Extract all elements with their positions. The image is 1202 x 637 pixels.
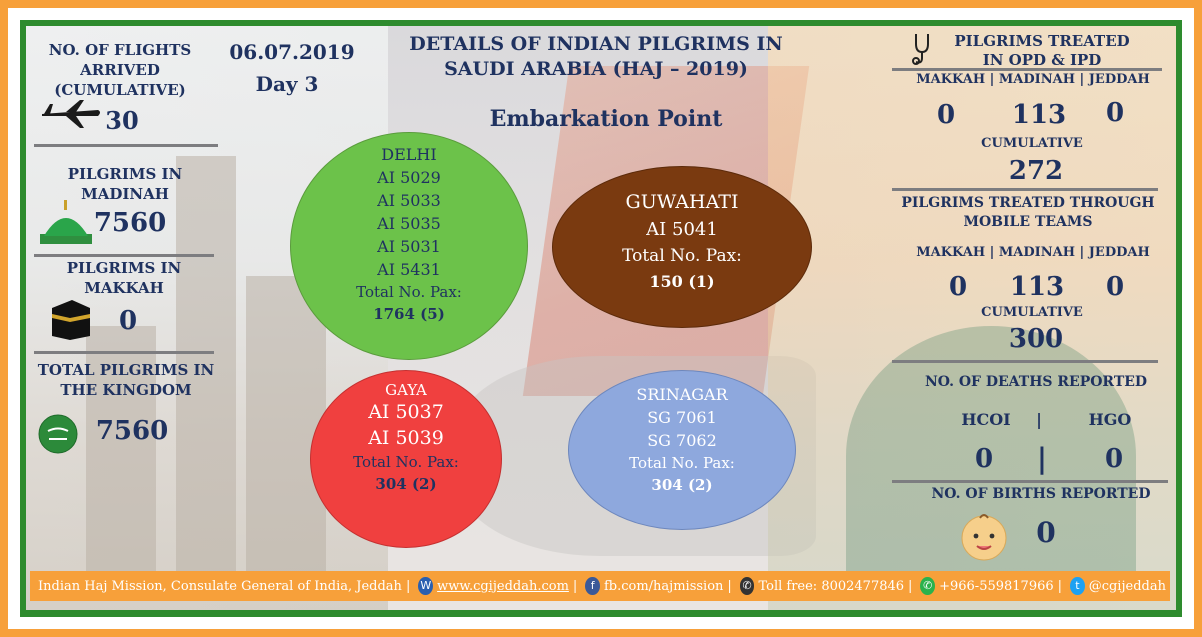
footer-separator: | — [572, 578, 578, 594]
opd-madinah-value: 113 — [1011, 100, 1067, 130]
madinah-value: 7560 — [93, 208, 167, 238]
births-title: NO. OF BIRTHS REPORTED — [931, 486, 1151, 502]
embarkation-heading: Embarkation Point — [489, 106, 723, 132]
makkah-value: 0 — [118, 306, 138, 336]
deaths-hcoi-value: 0 — [974, 444, 994, 474]
delhi-flight: AI 5031 — [377, 237, 441, 256]
madinah-label: PILGRIMS IN MADINAH — [67, 165, 183, 203]
background-madinah-mosque — [768, 26, 1176, 610]
tollfree-number: Toll free: 8002477846 — [758, 578, 905, 594]
delhi-flight: AI 5035 — [377, 214, 441, 233]
website-link[interactable]: www.cgijeddah.com — [437, 578, 569, 594]
mobile-columns: MAKKAH | MADINAH | JEDDAH — [916, 245, 1150, 260]
gaya-total-pax: 304 (2) — [375, 475, 437, 493]
report-day: Day 3 — [255, 72, 319, 96]
page-title: DETAILS OF INDIAN PILGRIMS IN SAUDI ARAB… — [409, 33, 783, 80]
gaya-total-label: Total No. Pax: — [353, 453, 459, 471]
deaths-hcoi-label: HCOI — [961, 410, 1011, 429]
srinagar-bubble: SRINAGAR SG 7061 SG 7062 Total No. Pax: … — [568, 370, 796, 530]
srinagar-flight: SG 7061 — [647, 408, 717, 427]
divider — [34, 144, 218, 147]
saudi-flag-icon — [38, 414, 78, 454]
facebook-icon: f — [585, 577, 600, 595]
srinagar-total-label: Total No. Pax: — [629, 454, 735, 472]
divider — [892, 360, 1158, 363]
divider — [892, 68, 1162, 71]
mobile-makkah-value: 0 — [948, 272, 968, 302]
whatsapp-icon: ✆ — [920, 577, 936, 595]
footer-separator: | — [908, 578, 913, 594]
kaaba-icon — [52, 300, 90, 340]
infographic-canvas: NO. OF FLIGHTS ARRIVED (CUMULATIVE) 30 P… — [26, 26, 1176, 610]
divider — [892, 188, 1158, 191]
mobile-title: PILGRIMS TREATED THROUGH MOBILE TEAMS — [901, 195, 1155, 230]
web-icon: W — [418, 577, 434, 595]
footer-org: Indian Haj Mission, Consulate General of… — [38, 578, 411, 594]
footer-separator: | — [1057, 578, 1063, 594]
opd-jeddah-value: 0 — [1105, 98, 1125, 128]
births-value: 0 — [1036, 516, 1056, 549]
divider — [34, 351, 214, 354]
delhi-bubble: DELHI AI 5029 AI 5033 AI 5035 AI 5031 AI… — [290, 132, 528, 360]
guwahati-total-label: Total No. Pax: — [622, 246, 742, 266]
green-dome-icon — [40, 200, 92, 244]
gaya-flight: AI 5039 — [368, 427, 444, 449]
facebook-link[interactable]: fb.com/hajmission — [603, 578, 724, 594]
deaths-hgo-value: 0 — [1104, 444, 1124, 474]
kingdom-value: 7560 — [95, 416, 169, 446]
srinagar-total-pax: 304 (2) — [651, 476, 713, 494]
background-building — [86, 326, 156, 596]
guwahati-bubble: GUWAHATI AI 5041 Total No. Pax: 150 (1) — [552, 166, 812, 328]
mobile-cumulative-label: CUMULATIVE — [981, 305, 1083, 320]
airplane-icon — [42, 100, 100, 128]
delhi-flight: AI 5431 — [377, 260, 441, 279]
deaths-value-separator: | — [1036, 442, 1048, 475]
background-clock-tower — [176, 156, 236, 596]
flights-label: NO. OF FLIGHTS ARRIVED (CUMULATIVE) — [48, 41, 192, 99]
twitter-icon: t — [1070, 577, 1085, 595]
delhi-city: DELHI — [381, 145, 437, 164]
whatsapp-number: +966-559817966 — [939, 578, 1054, 594]
deaths-title: NO. OF DEATHS REPORTED — [924, 374, 1148, 390]
opd-title: PILGRIMS TREATED IN OPD & IPD — [954, 32, 1130, 69]
opd-cumulative-value: 272 — [1008, 156, 1064, 186]
delhi-total-pax: 1764 (5) — [373, 305, 445, 323]
flights-value: 30 — [105, 106, 139, 135]
footer-separator: | — [727, 578, 732, 594]
opd-makkah-value: 0 — [936, 100, 956, 130]
divider — [34, 254, 214, 257]
gaya-bubble: GAYA AI 5037 AI 5039 Total No. Pax: 304 … — [310, 370, 502, 548]
srinagar-flight: SG 7062 — [647, 431, 717, 450]
divider — [892, 480, 1168, 483]
opd-columns: MAKKAH | MADINAH | JEDDAH — [916, 72, 1150, 87]
mobile-jeddah-value: 0 — [1105, 272, 1125, 302]
makkah-label: PILGRIMS IN MAKKAH — [66, 259, 182, 297]
guwahati-total-pax: 150 (1) — [649, 272, 715, 291]
gaya-city: GAYA — [385, 381, 427, 399]
baby-face-icon — [961, 514, 1007, 561]
kingdom-label: TOTAL PILGRIMS IN THE KINGDOM — [37, 361, 215, 399]
twitter-handle[interactable]: @cgijeddah — [1088, 578, 1166, 594]
srinagar-city: SRINAGAR — [636, 385, 728, 404]
delhi-flight: AI 5029 — [377, 168, 441, 187]
footer-bar: Indian Haj Mission, Consulate General of… — [30, 571, 1170, 601]
deaths-hgo-label: HGO — [1088, 410, 1132, 429]
delhi-total-label: Total No. Pax: — [356, 283, 462, 301]
phone-icon: ✆ — [739, 577, 755, 595]
guwahati-flight: AI 5041 — [646, 219, 718, 240]
opd-cumulative-label: CUMULATIVE — [981, 136, 1083, 151]
delhi-flight: AI 5033 — [377, 191, 441, 210]
report-date: 06.07.2019 — [229, 40, 355, 64]
mobile-madinah-value: 113 — [1009, 272, 1065, 302]
gaya-flight: AI 5037 — [368, 401, 444, 423]
mobile-cumulative-value: 300 — [1008, 324, 1064, 354]
deaths-separator: | — [1036, 410, 1042, 429]
stethoscope-icon — [912, 34, 929, 65]
guwahati-city: GUWAHATI — [625, 191, 739, 213]
